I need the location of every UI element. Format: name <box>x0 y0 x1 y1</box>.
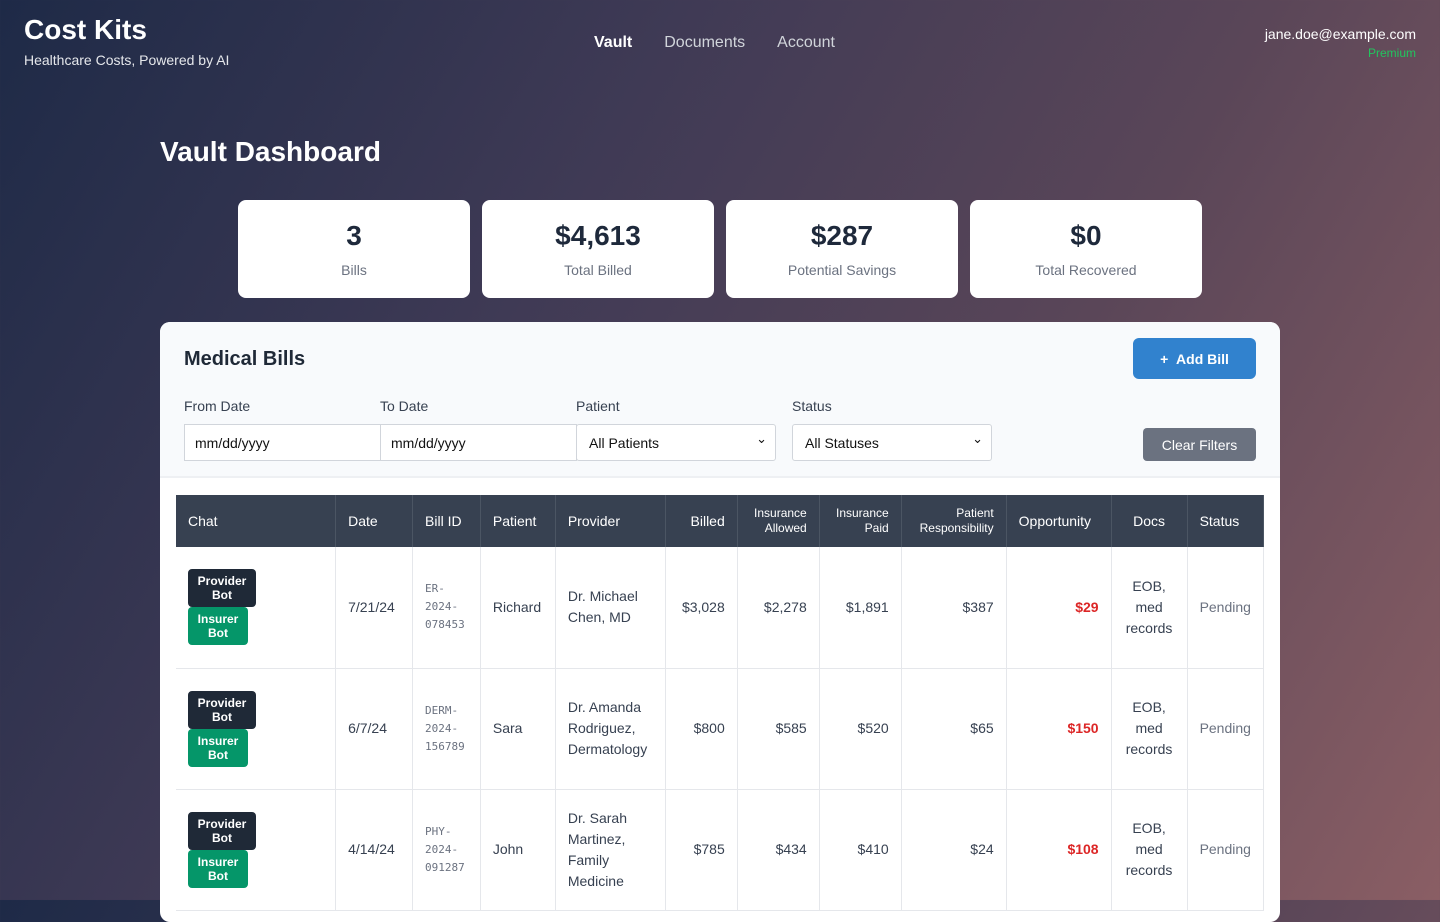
stat-label: Potential Savings <box>787 262 897 278</box>
opportunity: $108 <box>1006 789 1112 911</box>
insurance-paid: $520 <box>819 668 902 790</box>
column-header[interactable]: Opportunity <box>1006 495 1112 547</box>
column-header[interactable]: Bill ID <box>412 495 481 547</box>
stat-value: 3 <box>346 220 362 251</box>
insurance-allowed: $2,278 <box>737 547 820 669</box>
provider: Dr. Amanda Rodriguez, Dermatology <box>555 668 666 790</box>
table-row: Provider BotInsurer Bot 7/21/24 ER- 2024-… <box>176 547 1265 669</box>
patient: Richard <box>480 547 556 669</box>
user-info: jane.doe@example.com Premium <box>1265 26 1416 60</box>
provider-bot-button[interactable]: Provider Bot <box>188 690 256 729</box>
page-title: Vault Dashboard <box>160 136 381 167</box>
column-header[interactable]: Date <box>335 495 414 547</box>
column-header[interactable]: Billed <box>665 495 738 547</box>
column-header[interactable]: Chat <box>176 495 337 547</box>
status-label: Status <box>792 398 832 414</box>
to-date-input[interactable]: mm/dd/yyyy <box>380 424 577 461</box>
column-header[interactable]: Patient Responsibility <box>901 495 1007 547</box>
column-header[interactable]: Docs <box>1111 495 1188 547</box>
table-row: Provider BotInsurer Bot 4/14/24 PHY- 2024… <box>176 789 1265 911</box>
stats-row: 3 Bills $4,613 Total Billed $287 Potential Sa… <box>238 200 1202 298</box>
docs: EOB, med records <box>1111 668 1188 790</box>
insurer-bot-button[interactable]: Insurer Bot <box>188 607 248 646</box>
provider-bot-button[interactable]: Provider Bot <box>188 569 256 608</box>
patient-select-value: All Patients <box>589 435 660 451</box>
app-title: Cost Kits <box>24 14 147 45</box>
billed: $800 <box>665 668 738 790</box>
patient: Sara <box>480 668 556 790</box>
column-header[interactable]: Patient <box>480 495 556 547</box>
bill-date: 7/21/24 <box>335 547 414 669</box>
docs: EOB, med records <box>1111 789 1188 911</box>
insurance-allowed: $434 <box>737 789 820 911</box>
medical-bills-panel: Medical Bills + Add Bill From Date To Da… <box>160 322 1280 922</box>
from-date-label: From Date <box>184 398 251 414</box>
column-header[interactable]: Provider <box>555 495 666 547</box>
stat-value: $287 <box>810 220 874 251</box>
stat-card: 3 Bills <box>238 200 470 298</box>
patient-responsibility: $24 <box>901 789 1007 911</box>
nav-documents[interactable]: Documents <box>664 34 746 51</box>
stat-card: $4,613 Total Billed <box>482 200 714 298</box>
brand: Cost Kits Healthcare Costs, Powered by A… <box>24 14 229 68</box>
patient-responsibility: $387 <box>901 547 1007 669</box>
to-date-label: To Date <box>380 398 429 414</box>
patient-label: Patient <box>576 398 620 414</box>
billed: $3,028 <box>665 547 738 669</box>
table-row: Provider BotInsurer Bot 6/7/24 DERM- 2024… <box>176 668 1265 790</box>
nav-vault[interactable]: Vault <box>594 34 633 51</box>
stat-value: $4,613 <box>555 220 641 251</box>
patient-select[interactable]: All Patients <box>576 424 776 461</box>
main-nav: Vault Documents Account <box>594 34 835 52</box>
stat-card: $0 Total Recovered <box>970 200 1202 298</box>
bill-id: PHY- 2024- 091287 <box>412 789 481 911</box>
opportunity: $29 <box>1006 547 1112 669</box>
bills-table: Chat Date Bill ID Patient Provider Billed Insu… <box>176 495 1265 911</box>
insurer-bot-button[interactable]: Insurer Bot <box>188 849 248 888</box>
from-date-input[interactable]: mm/dd/yyyy <box>184 424 381 461</box>
add-bill-label: Add Bill <box>1176 350 1229 367</box>
stat-label: Bills <box>341 262 367 278</box>
status-badge: Pending <box>1187 547 1265 669</box>
stat-value: $0 <box>1070 220 1102 251</box>
billed: $785 <box>665 789 738 911</box>
bill-date: 6/7/24 <box>335 668 414 790</box>
user-email: jane.doe@example.com <box>1264 26 1416 42</box>
status-select-value: All Statuses <box>805 435 879 451</box>
insurance-allowed: $585 <box>737 668 820 790</box>
status-badge: Pending <box>1187 668 1265 790</box>
column-header[interactable]: Status <box>1187 495 1265 547</box>
column-header[interactable]: Insurance Allowed <box>737 495 820 547</box>
bill-date: 4/14/24 <box>335 789 414 911</box>
provider: Dr. Sarah Martinez, Family Medicine <box>555 789 666 911</box>
nav-account[interactable]: Account <box>777 34 835 51</box>
stat-card: $287 Potential Savings <box>726 200 958 298</box>
add-bill-button[interactable]: + Add Bill <box>1133 338 1256 379</box>
column-header[interactable]: Insurance Paid <box>819 495 902 547</box>
insurer-bot-button[interactable]: Insurer Bot <box>188 728 248 767</box>
section-title: Medical Bills <box>184 348 306 370</box>
stat-label: Total Recovered <box>1035 262 1137 278</box>
bill-id: DERM- 2024- 156789 <box>412 668 481 790</box>
insurance-paid: $1,891 <box>819 547 902 669</box>
clear-filters-button[interactable]: Clear Filters <box>1143 428 1256 461</box>
provider-bot-button[interactable]: Provider Bot <box>188 811 256 850</box>
patient-responsibility: $65 <box>901 668 1007 790</box>
plus-icon: + <box>1160 350 1177 367</box>
docs: EOB, med records <box>1111 547 1188 669</box>
app-tagline: Healthcare Costs, Powered by AI <box>24 52 230 68</box>
provider: Dr. Michael Chen, MD <box>555 547 666 669</box>
bill-id: ER- 2024- 078453 <box>412 547 481 669</box>
status-select[interactable]: All Statuses <box>792 424 992 461</box>
insurance-paid: $410 <box>819 789 902 911</box>
patient: John <box>480 789 556 911</box>
status-badge: Pending <box>1187 789 1265 911</box>
user-tier-badge: Premium <box>1367 46 1416 60</box>
stat-label: Total Billed <box>564 262 632 278</box>
opportunity: $150 <box>1006 668 1112 790</box>
